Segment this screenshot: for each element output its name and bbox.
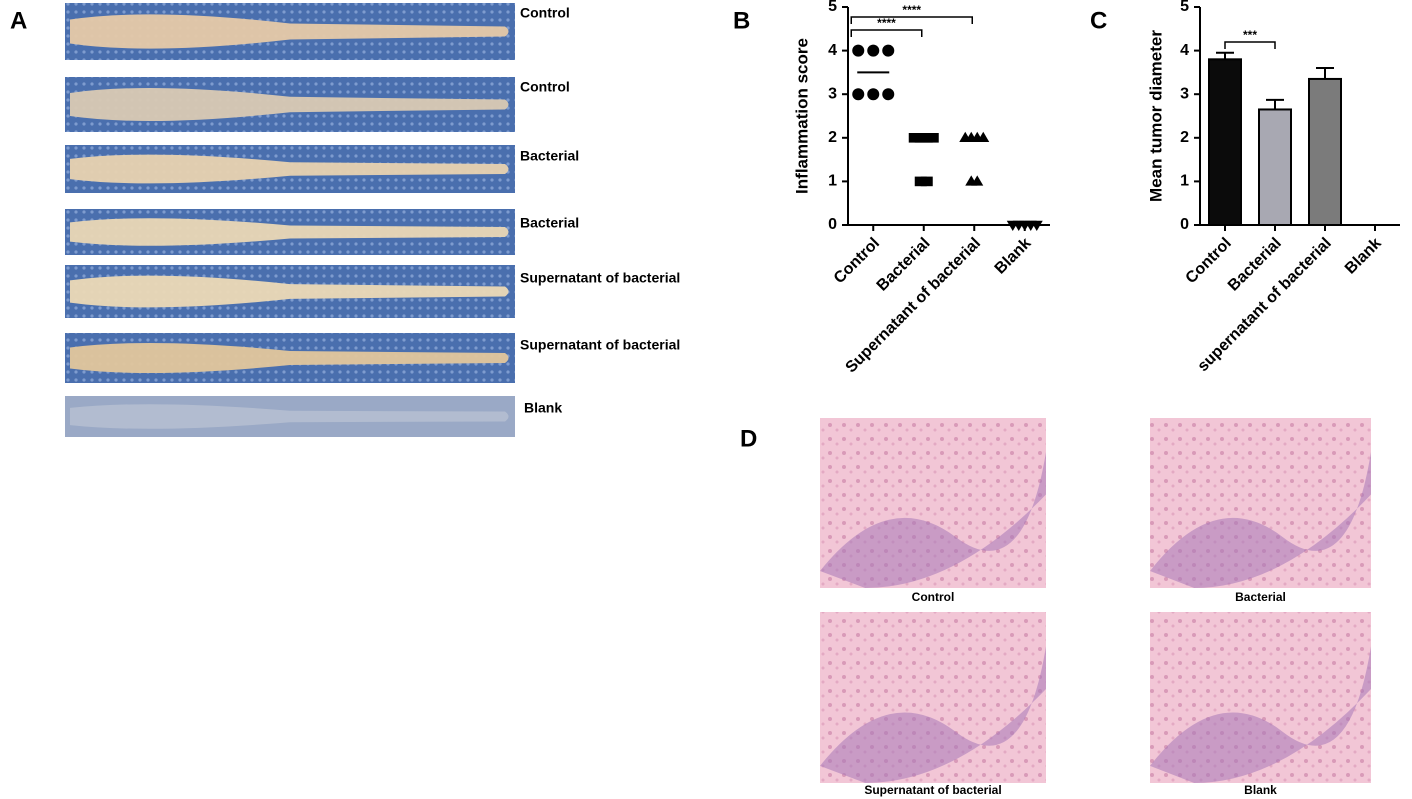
x-tick-label: Control [1183, 235, 1235, 287]
significance-label: *** [1243, 28, 1257, 42]
photo-label: Bacterial [520, 215, 579, 231]
specimen [70, 275, 509, 308]
photo-label: Bacterial [520, 148, 579, 164]
data-point [882, 44, 895, 57]
data-point [926, 133, 939, 143]
y-tick-label: 1 [828, 173, 837, 190]
photo-label: Supernatant of bacterial [520, 337, 680, 353]
y-tick-label: 5 [1180, 0, 1189, 15]
y-tick-label: 2 [1180, 129, 1189, 146]
significance-bracket [1224, 41, 1276, 49]
specimen [70, 404, 509, 429]
data-point [882, 88, 895, 101]
data-point [1030, 220, 1043, 231]
caption: Bacterial [1235, 590, 1286, 604]
y-tick-label: 0 [1180, 216, 1189, 233]
panel-label: A [10, 7, 27, 34]
significance-bracket [850, 16, 973, 24]
y-axis-label: Mean tumor diameter [1146, 30, 1165, 202]
data-point [977, 131, 990, 142]
photo-label: Supernatant of bacterial [520, 270, 680, 286]
data-point [920, 176, 933, 187]
specimen [70, 154, 509, 184]
x-tick-label: Blank [992, 235, 1035, 278]
significance-label: **** [877, 16, 896, 30]
specimen [70, 218, 509, 246]
data-point [971, 175, 984, 186]
y-tick-label: 2 [828, 129, 837, 146]
data-point [867, 44, 880, 57]
significance-bracket [850, 29, 923, 37]
panel-label: C [1090, 7, 1107, 34]
data-point [852, 44, 865, 57]
panel-label: B [733, 7, 750, 34]
significance-label: **** [902, 3, 921, 17]
y-tick-label: 1 [1180, 173, 1189, 190]
y-tick-label: 3 [1180, 85, 1189, 102]
mucosa [820, 646, 1046, 783]
caption: Blank [1244, 783, 1277, 797]
x-tick-label: Control [831, 235, 883, 287]
bar [1208, 58, 1242, 226]
bar [1258, 108, 1292, 226]
y-tick-label: 3 [828, 85, 837, 102]
mucosa [1150, 646, 1371, 783]
mucosa [820, 452, 1046, 588]
photo-label: Control [520, 5, 570, 21]
y-tick-label: 0 [828, 216, 837, 233]
specimen [70, 88, 509, 121]
x-tick-label: Blank [1342, 235, 1385, 278]
data-point [867, 88, 880, 101]
y-tick-label: 4 [1180, 42, 1189, 59]
specimen [70, 343, 509, 373]
bar [1308, 77, 1342, 226]
y-tick-label: 4 [828, 42, 837, 59]
photo-label: Control [520, 79, 570, 95]
caption: Control [912, 590, 955, 604]
y-tick-label: 5 [828, 0, 837, 15]
y-axis-label: Inflammation score [792, 38, 811, 194]
photo-label: Blank [524, 400, 562, 416]
caption: Supernatant of bacterial [864, 783, 1001, 797]
specimen [70, 14, 509, 49]
data-point [852, 88, 865, 101]
panel-label: D [740, 425, 757, 452]
mucosa [1150, 452, 1371, 588]
